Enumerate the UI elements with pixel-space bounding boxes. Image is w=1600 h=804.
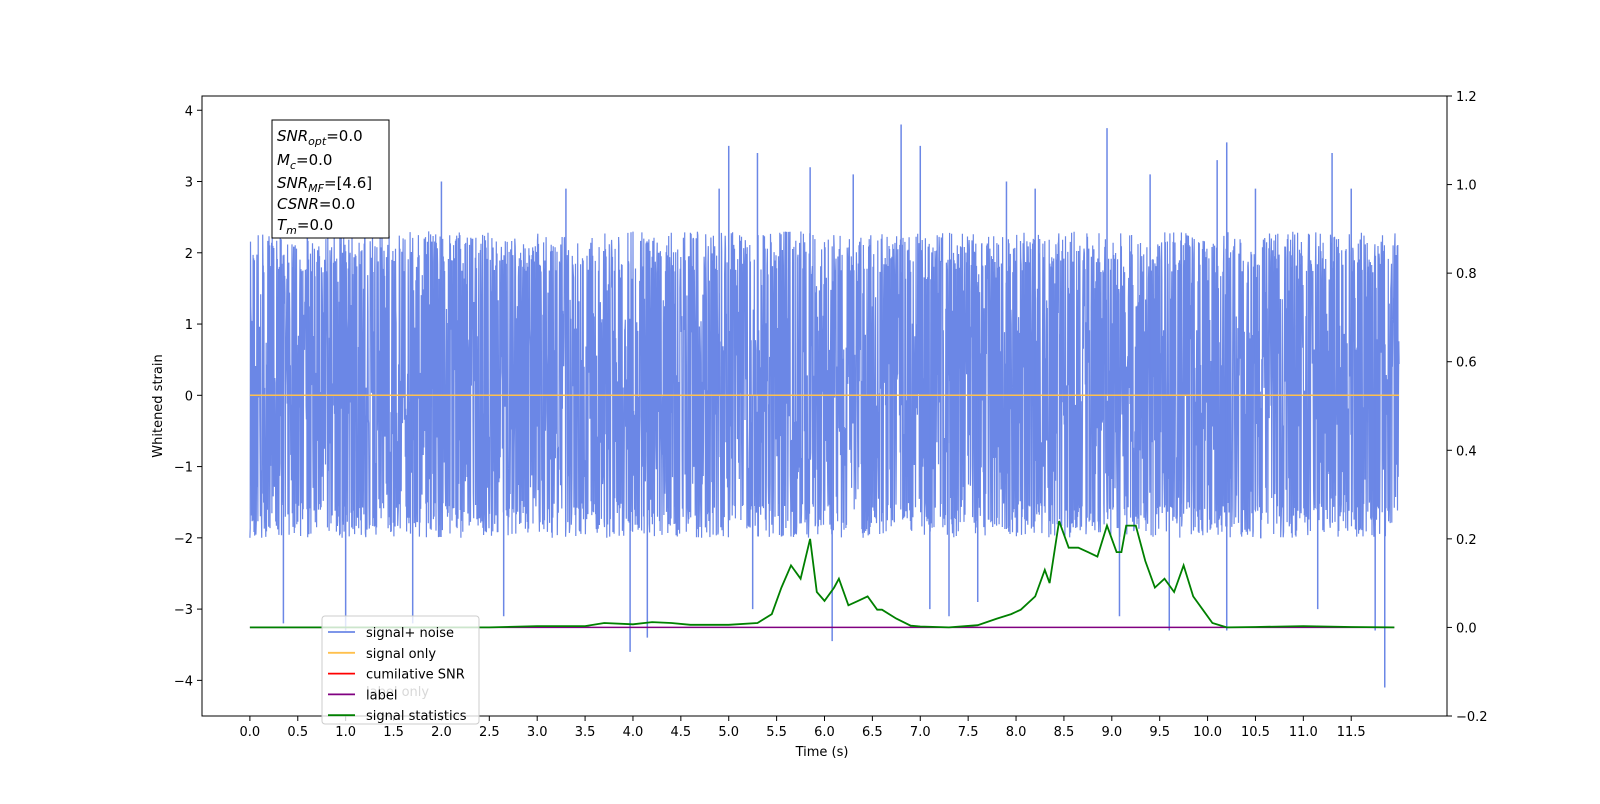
x-tick-label: 8.5 bbox=[1054, 725, 1075, 740]
annotation-line: Mc=0.0 bbox=[277, 151, 332, 172]
y-tick-label: 1 bbox=[185, 318, 193, 333]
y2-tick-label: −0.2 bbox=[1456, 710, 1488, 725]
y2-tick-label: 0.4 bbox=[1456, 444, 1477, 459]
signal-noise-series bbox=[249, 124, 1400, 688]
legend-label: label bbox=[366, 688, 397, 703]
y-tick-label: −4 bbox=[174, 674, 193, 689]
legend-frame bbox=[321, 615, 480, 725]
x-tick-label: 4.5 bbox=[671, 725, 692, 740]
x-tick-label: 0.0 bbox=[240, 725, 261, 740]
x-tick-label: 1.0 bbox=[335, 725, 356, 740]
x-axis-label: Time (s) bbox=[795, 745, 849, 760]
annotation-line: SNRopt=0.0 bbox=[277, 127, 363, 148]
y2-tick-label: 0.8 bbox=[1456, 267, 1477, 282]
signal-statistics-line bbox=[249, 520, 1395, 629]
y-tick-label: −3 bbox=[174, 603, 193, 618]
annotation-line: SNRMF=[4.6] bbox=[277, 174, 372, 195]
x-tick-label: 7.5 bbox=[958, 725, 979, 740]
x-tick-label: 6.5 bbox=[862, 725, 883, 740]
x-tick-label: 7.0 bbox=[910, 725, 931, 740]
y-tick-label: −1 bbox=[174, 461, 193, 476]
y2-tick-label: 0.0 bbox=[1456, 621, 1477, 636]
x-tick-label: 3.5 bbox=[575, 725, 596, 740]
x-tick-label: 2.5 bbox=[479, 725, 500, 740]
x-tick-label: 1.5 bbox=[383, 725, 404, 740]
legend-occluded-text: label only bbox=[366, 685, 429, 700]
x-tick-label: 11.0 bbox=[1289, 725, 1318, 740]
x-tick-label: 0.5 bbox=[287, 725, 308, 740]
x-tick-label: 2.0 bbox=[431, 725, 452, 740]
y-tick-label: 3 bbox=[185, 176, 193, 191]
legend-label: signal+ noise bbox=[366, 626, 454, 641]
x-tick-label: 5.0 bbox=[718, 725, 739, 740]
y-tick-label: 0 bbox=[185, 389, 193, 404]
x-tick-label: 4.0 bbox=[623, 725, 644, 740]
legend-label: cumilative SNR bbox=[366, 668, 465, 683]
y-tick-label: 4 bbox=[185, 104, 193, 119]
x-tick-label: 11.5 bbox=[1337, 725, 1366, 740]
x-tick-label: 6.0 bbox=[814, 725, 835, 740]
annotation-line: Tm=0.0 bbox=[277, 216, 333, 237]
x-tick-label: 9.5 bbox=[1149, 725, 1170, 740]
y2-tick-label: 1.2 bbox=[1456, 90, 1477, 105]
annotation-line: CSNR=0.0 bbox=[277, 195, 355, 213]
y-axis-left: 4 3 2 1 0 −1 −2 −3 −4 bbox=[174, 104, 202, 689]
y-tick-label: 2 bbox=[185, 247, 193, 262]
x-axis: 0.0 0.5 1.0 1.5 2.0 2.5 3.0 3.5 4.0 4.5 5.0 5.5 6.0 6… bbox=[240, 716, 1366, 740]
legend: label only signal+ noise signal only cumila… bbox=[321, 615, 480, 725]
x-tick-label: 8.0 bbox=[1006, 725, 1027, 740]
x-tick-label: 3.0 bbox=[527, 725, 548, 740]
y-axis-label: Whitened strain bbox=[151, 354, 166, 457]
x-tick-label: 9.0 bbox=[1101, 725, 1122, 740]
x-tick-label: 10.5 bbox=[1241, 725, 1270, 740]
y2-tick-label: 0.2 bbox=[1456, 533, 1477, 548]
annotation-frame bbox=[271, 119, 390, 239]
y2-tick-label: 1.0 bbox=[1456, 179, 1477, 194]
legend-label: signal only bbox=[366, 647, 436, 662]
y-axis-right: 1.2 1.0 0.8 0.6 0.4 0.2 0.0 −0.2 bbox=[1447, 90, 1488, 725]
x-tick-label: 5.5 bbox=[766, 725, 787, 740]
legend-label: signal statistics bbox=[366, 709, 467, 724]
y2-tick-label: 0.6 bbox=[1456, 356, 1477, 371]
y-tick-label: −2 bbox=[174, 532, 193, 547]
x-tick-label: 10.0 bbox=[1193, 725, 1222, 740]
